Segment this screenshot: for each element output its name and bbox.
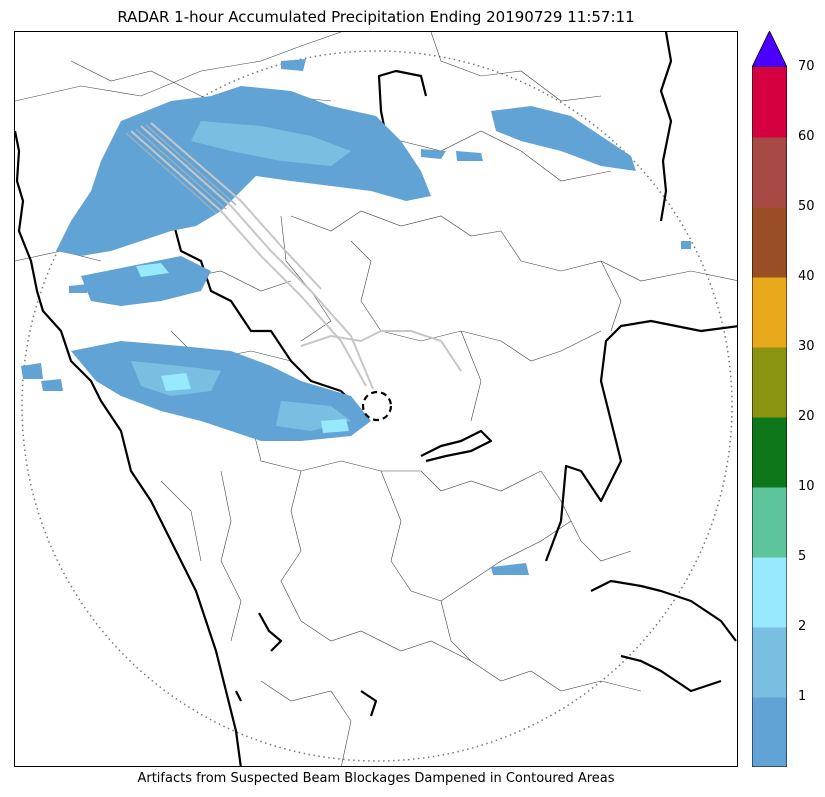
blockage-beam-streaks [125, 124, 237, 214]
map-title: RADAR 1-hour Accumulated Precipitation E… [117, 8, 635, 26]
colorbar-graphic [752, 31, 787, 767]
colorbar-tick-label: 50 [798, 199, 815, 214]
colorbar-band [752, 207, 787, 278]
colorbar [752, 31, 787, 767]
colorbar-band [752, 277, 787, 348]
colorbar-tick-label: 5 [798, 549, 807, 564]
colorbar-tick-label: 10 [798, 479, 815, 494]
colorbar-tick-label: 40 [798, 269, 815, 284]
colorbar-extend-arrow [752, 31, 787, 68]
radar-map[interactable] [14, 31, 738, 767]
colorbar-tick-label: 70 [798, 59, 815, 74]
colorbar-band [752, 487, 787, 558]
colorbar-band [752, 137, 787, 208]
beam-blockage-contours [130, 122, 462, 390]
colorbar-band [752, 347, 787, 418]
colorbar-band [752, 417, 787, 488]
colorbar-band [752, 697, 787, 767]
map-canvas [15, 32, 737, 766]
colorbar-band [752, 67, 787, 138]
colorbar-tick-label: 60 [798, 129, 815, 144]
footer-note: Artifacts from Suspected Beam Blockages … [137, 771, 615, 786]
colorbar-band [752, 627, 787, 698]
colorbar-band [752, 557, 787, 628]
colorbar-tick-label: 1 [798, 689, 807, 704]
precipitation-echoes [21, 59, 691, 575]
colorbar-tick-label: 20 [798, 409, 815, 424]
radar-range-ring [21, 50, 733, 762]
colorbar-tick-label: 30 [798, 339, 815, 354]
colorbar-tick-label: 2 [798, 619, 807, 634]
radar-site-marker[interactable] [361, 390, 393, 422]
